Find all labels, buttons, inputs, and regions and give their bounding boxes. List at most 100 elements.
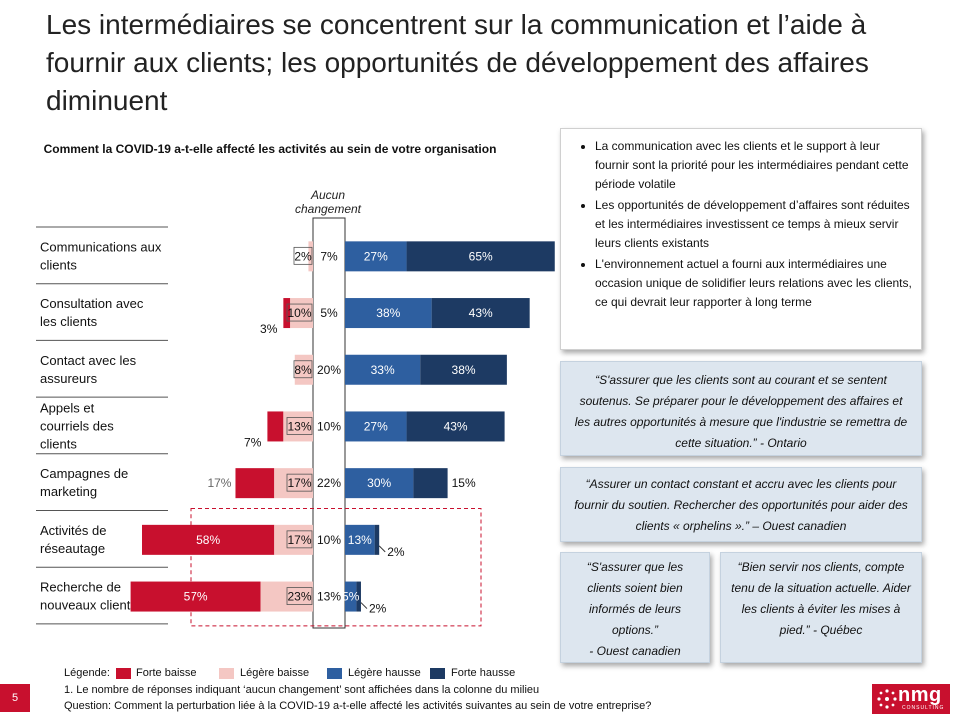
quote-text: “Assurer un contact constant et accru av… xyxy=(574,477,908,533)
bar-forte-hausse xyxy=(406,411,505,442)
no-change-column xyxy=(312,217,346,629)
value-label-legere-baisse: 17% xyxy=(287,476,311,490)
label-box xyxy=(286,303,313,322)
quote-ontario: “S'assurer que les clients sont au coura… xyxy=(560,361,922,456)
legend-swatch-forte-baisse xyxy=(116,668,131,679)
bar-legere-hausse xyxy=(345,241,407,272)
legend-swatch-forte-hausse xyxy=(430,668,445,679)
bar-legere-baisse xyxy=(283,411,313,442)
value-label-legere-baisse: 2% xyxy=(294,249,312,263)
bar-forte-baisse xyxy=(267,411,284,442)
value-label-legere-hausse: 33% xyxy=(371,363,395,377)
value-label-legere-baisse: 10% xyxy=(287,306,311,320)
bar-legere-baisse xyxy=(274,468,313,499)
quote-ouest-canadien-options: “S'assurer que les clients soient bien i… xyxy=(560,552,710,663)
value-label-legere-hausse: 30% xyxy=(367,476,391,490)
legend-swatch-legere-hausse xyxy=(327,668,342,679)
label-box xyxy=(286,473,313,492)
value-label-aucun: 20% xyxy=(317,363,341,377)
category-label: Recherche de nouveaux clients xyxy=(40,580,137,613)
bar-legere-hausse xyxy=(345,524,375,555)
value-label-aucun: 10% xyxy=(317,533,341,547)
legend-label-forte-baisse: Forte baisse xyxy=(136,667,197,679)
category-label: Contact avec les assureurs xyxy=(40,353,137,386)
key-findings-callout: La communication avec les clients et le … xyxy=(560,128,922,350)
label-box xyxy=(293,246,313,265)
logo-dots-icon xyxy=(877,689,897,709)
value-label-forte-baisse: 57% xyxy=(184,590,208,604)
bar-forte-baisse xyxy=(130,581,261,612)
question-note: Question: Comment la perturbation liée à… xyxy=(64,700,652,712)
value-label-legere-baisse: 23% xyxy=(287,590,311,604)
quote-text: “S'assurer que les clients soient bien i… xyxy=(586,560,684,637)
middle-column-label: Aucun changement xyxy=(294,188,362,216)
value-label-forte-hausse: 15% xyxy=(452,476,476,490)
label-box xyxy=(293,360,313,379)
quote-ouest-canadien: “Assurer un contact constant et accru av… xyxy=(560,467,922,542)
legend-label-legere-baisse: Légère baisse xyxy=(240,667,310,679)
legend-label-legere-hausse: Légère hausse xyxy=(348,667,421,679)
value-label-forte-baisse: 58% xyxy=(196,533,220,547)
value-label-forte-hausse: 2% xyxy=(369,602,387,616)
legend-label-forte-hausse: Forte hausse xyxy=(451,667,516,679)
bar-forte-baisse xyxy=(142,524,275,555)
bar-legere-hausse xyxy=(345,298,432,329)
nmg-logo: nmg CONSULTING xyxy=(872,684,950,714)
category-label: Communications aux clients xyxy=(40,239,162,272)
value-label-aucun: 7% xyxy=(320,249,338,263)
logo-text: nmg xyxy=(898,684,942,706)
bar-legere-hausse xyxy=(345,354,421,385)
category-label: Campagnes de marketing xyxy=(40,466,128,499)
value-label-legere-hausse: 27% xyxy=(364,249,388,263)
highlight-box xyxy=(190,508,482,627)
page-number: 5 xyxy=(0,684,30,712)
bar-legere-hausse xyxy=(345,468,414,499)
bar-forte-hausse xyxy=(413,468,448,499)
bar-legere-baisse xyxy=(308,241,313,272)
bar-forte-hausse xyxy=(431,298,530,329)
value-label-aucun: 10% xyxy=(317,419,341,433)
value-label-aucun: 22% xyxy=(317,476,341,490)
value-label-legere-baisse: 13% xyxy=(287,419,311,433)
key-findings-list: La communication avec les clients et le … xyxy=(561,137,913,312)
label-box xyxy=(286,417,313,435)
key-finding-item: Les opportunités de développement d’affa… xyxy=(595,196,913,253)
quote-text: “Bien servir nos clients, compte tenu de… xyxy=(731,560,911,637)
value-label-legere-hausse: 38% xyxy=(376,306,400,320)
chart-title: Comment la COVID-19 a-t-elle affecté les… xyxy=(43,142,497,156)
leader-line xyxy=(360,602,368,609)
value-label-aucun: 5% xyxy=(320,306,338,320)
value-label-legere-baisse: 17% xyxy=(287,533,311,547)
value-label-forte-baisse: 17% xyxy=(207,476,231,490)
quote-source: - Ouest canadien xyxy=(589,644,681,658)
value-label-forte-hausse: 38% xyxy=(452,363,476,377)
bar-forte-hausse xyxy=(374,524,380,555)
value-label-aucun: 13% xyxy=(317,590,341,604)
category-label: Appels et courriels des clients xyxy=(40,400,114,451)
bar-forte-hausse xyxy=(406,241,555,272)
bar-legere-baisse xyxy=(274,524,313,555)
legend-swatch-legere-baisse xyxy=(219,668,234,679)
value-label-forte-baisse: 7% xyxy=(244,435,262,449)
label-box xyxy=(286,587,313,605)
bar-legere-hausse xyxy=(345,411,407,442)
value-label-forte-hausse: 43% xyxy=(469,306,493,320)
value-label-legere-hausse: 13% xyxy=(348,533,372,547)
label-box xyxy=(286,530,313,549)
category-label: Activités de réseautage xyxy=(40,523,106,556)
leader-line xyxy=(378,545,386,553)
bar-legere-baisse xyxy=(290,298,313,329)
value-label-forte-baisse: 3% xyxy=(260,322,278,336)
footnote: 1. Le nombre de réponses indiquant ‘aucu… xyxy=(64,684,540,696)
bar-forte-baisse xyxy=(235,468,275,499)
key-finding-item: L'environnement actuel a fourni aux inte… xyxy=(595,255,913,312)
value-label-legere-hausse: 5% xyxy=(342,590,360,604)
bar-forte-hausse xyxy=(356,581,361,612)
legend-title: Légende: xyxy=(64,667,110,679)
value-label-forte-hausse: 2% xyxy=(387,545,405,559)
key-finding-item: La communication avec les clients et le … xyxy=(595,137,913,194)
category-label: Consultation avec les clients xyxy=(40,296,144,329)
bar-legere-hausse xyxy=(345,581,357,612)
bar-forte-hausse xyxy=(420,354,507,385)
